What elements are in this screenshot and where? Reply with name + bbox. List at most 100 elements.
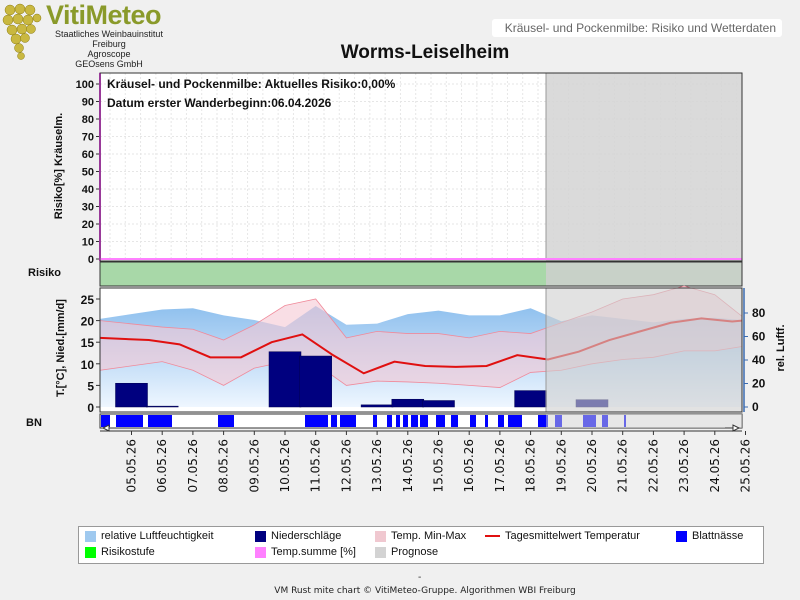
logo-subtitle-line: GEOsens GmbH xyxy=(75,59,143,69)
x-tick-label: 24.05.26 xyxy=(708,439,722,492)
scroll-left-arrow-icon xyxy=(101,424,117,432)
y-tick-label-right: 40 xyxy=(752,353,766,367)
weather-axis-label-left: T.[°C], Nied.[mm/d] xyxy=(55,299,67,397)
y-tick-label-left: 5 xyxy=(87,379,94,393)
y-tick-label-left: 20 xyxy=(81,315,95,329)
legend-item: Niederschläge xyxy=(255,530,341,542)
forecast-region-risk xyxy=(546,262,742,286)
y-tick-label-right: 20 xyxy=(752,377,766,391)
header-title: Kräusel- und Pockenmilbe: Risiko und Wet… xyxy=(492,19,782,37)
risk-axis-label: Risiko[%] Kräuselm. xyxy=(53,113,65,219)
y-tick-label: 20 xyxy=(82,219,94,231)
precip-bar xyxy=(360,404,394,408)
y-tick-label: 40 xyxy=(82,184,94,196)
x-tick-label: 22.05.26 xyxy=(646,439,660,492)
leaf-wetness-segment xyxy=(101,415,110,427)
precip-bar xyxy=(268,351,302,408)
leaf-wetness-segment xyxy=(305,415,328,427)
y-tick-label: 80 xyxy=(82,114,94,126)
leaf-wetness-segment xyxy=(485,415,488,427)
forecast-region-bn xyxy=(546,414,742,428)
legend-label: Temp. Min-Max xyxy=(391,530,467,542)
legend-label: Temp.summe [%] xyxy=(271,546,356,558)
legend-item: Tagesmittelwert Temperatur xyxy=(485,530,640,542)
legend-label: relative Luftfeuchtigkeit xyxy=(101,530,214,542)
y-tick-label-right: 60 xyxy=(752,330,766,344)
x-tick-label: 14.05.26 xyxy=(401,439,415,492)
y-tick-label: 90 xyxy=(82,97,94,109)
legend-item: Risikostufe xyxy=(85,546,155,558)
legend-label: Blattnässe xyxy=(692,530,744,542)
grape-logo-icon xyxy=(2,3,42,60)
leaf-wetness-segment xyxy=(538,415,548,427)
leaf-wetness-segment xyxy=(116,415,143,427)
precip-bar xyxy=(115,382,148,408)
x-tick-label: 19.05.26 xyxy=(554,439,568,492)
x-tick-label: 09.05.26 xyxy=(247,439,261,492)
leaf-wetness-segment xyxy=(420,415,428,427)
legend-swatch xyxy=(676,530,687,542)
leaf-wetness-segment xyxy=(411,415,418,427)
leaf-wetness-segment xyxy=(148,415,172,427)
legend-label: Risikostufe xyxy=(101,546,155,558)
legend-item: Temp. Min-Max xyxy=(375,530,466,542)
legend-swatch xyxy=(375,546,386,558)
leaf-wetness-segment xyxy=(331,415,337,427)
x-tick-label: 20.05.26 xyxy=(585,439,599,492)
risk-plot-frame xyxy=(99,72,743,262)
legend-swatch xyxy=(85,530,96,542)
y-tick-label: 30 xyxy=(82,202,94,214)
info-current-risk: Kräusel- und Pockenmilbe: Aktuelles Risi… xyxy=(107,77,396,91)
scroll-right-arrow-icon xyxy=(725,424,741,432)
y-tick-label-left: 25 xyxy=(81,293,95,307)
y-tick-label-left: 0 xyxy=(87,401,94,415)
x-tick-label: 25.05.26 xyxy=(739,439,753,492)
x-tick-label: 18.05.26 xyxy=(524,439,538,492)
leaf-wetness-segment xyxy=(470,415,476,427)
y-tick-label: 10 xyxy=(82,237,94,249)
x-tick-label: 13.05.26 xyxy=(370,439,384,492)
precip-bar xyxy=(422,400,455,408)
leaf-wetness-segment xyxy=(373,415,377,427)
logo-name: VitiMeteo xyxy=(46,0,162,30)
y-tick-label: 0 xyxy=(88,254,94,266)
legend-label: Prognose xyxy=(391,546,439,558)
legend-item: Temp.summe [%] xyxy=(255,546,356,558)
y-tick-label-right: 80 xyxy=(752,306,766,320)
x-tick-label: 10.05.26 xyxy=(278,439,292,492)
risk-band-frame xyxy=(99,261,743,287)
precip-bar xyxy=(391,398,425,408)
precip-bar xyxy=(299,355,332,408)
legend-swatch xyxy=(375,530,386,542)
legend-swatch xyxy=(255,546,266,558)
y-tick-label-left: 15 xyxy=(81,336,95,350)
x-tick-label: 07.05.26 xyxy=(186,439,200,492)
x-tick-label: 23.05.26 xyxy=(677,439,691,492)
x-tick-label: 06.05.26 xyxy=(155,439,169,492)
y-tick-label: 70 xyxy=(82,132,94,144)
legend: relative Luftfeuchtigkeit Niederschläge Te… xyxy=(78,526,764,564)
risk-band-label: Risiko xyxy=(28,267,61,279)
leaf-wetness-segment xyxy=(387,415,392,427)
legend-item: relative Luftfeuchtigkeit xyxy=(85,530,214,542)
legend-label: Tagesmittelwert Temperatur xyxy=(505,530,640,542)
leaf-wetness-segment xyxy=(508,415,522,427)
x-tick-label: 15.05.26 xyxy=(432,439,446,492)
y-tick-label: 60 xyxy=(82,149,94,161)
forecast-region-top xyxy=(546,73,742,261)
logo-subtitle-line: Staatliches Weinbauinstitut Freiburg xyxy=(55,29,163,49)
legend-label: Niederschläge xyxy=(271,530,342,542)
leaf-wetness-segment xyxy=(340,415,356,427)
y-tick-label: 50 xyxy=(82,167,94,179)
legend-swatch xyxy=(485,535,500,537)
leaf-wetness-label: BN xyxy=(26,417,42,429)
info-first-migration: Datum erster Wanderbeginn:06.04.2026 xyxy=(107,96,332,110)
logo xyxy=(0,0,44,62)
weather-plot-frame xyxy=(99,287,743,413)
logo-subtitle-line: Agroscope xyxy=(87,49,131,59)
station-title: Worms-Leiselheim xyxy=(340,42,510,63)
legend-swatch xyxy=(255,530,266,542)
forecast-region-weather xyxy=(546,288,742,412)
weather-axis-label-right: rel. Luftf. xyxy=(775,324,787,371)
